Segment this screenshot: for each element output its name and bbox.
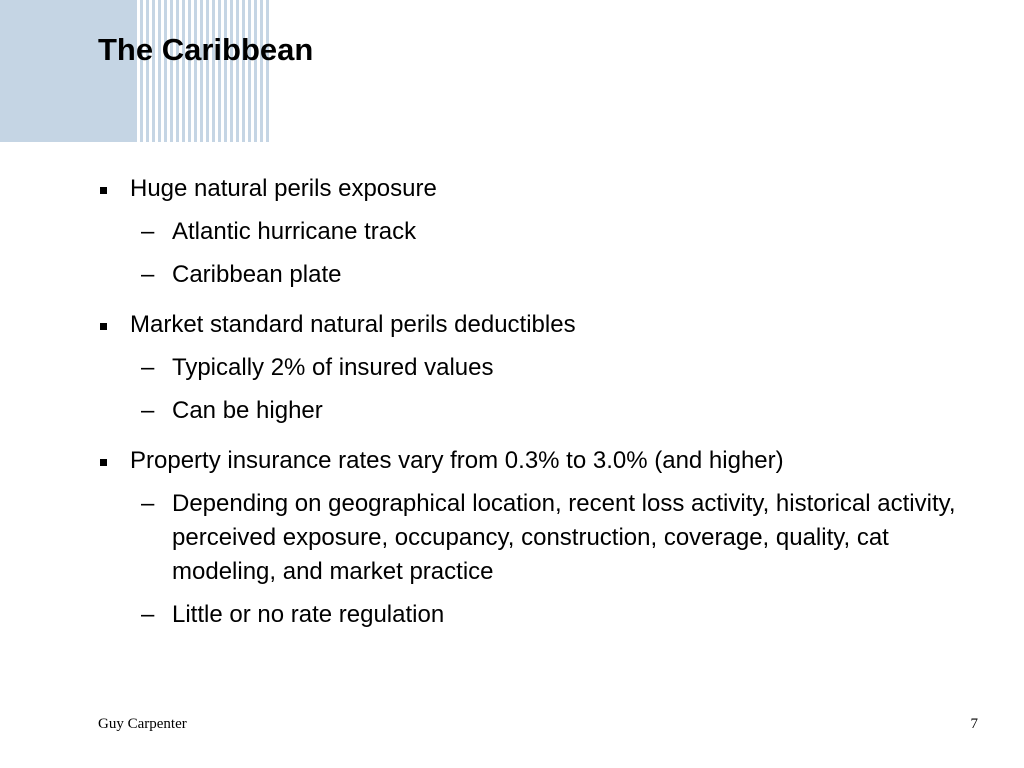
sub-bullet-item: – Atlantic hurricane track	[98, 215, 998, 249]
sub-bullet-text: Can be higher	[172, 397, 323, 424]
sub-bullet-text: Little or no rate regulation	[172, 601, 445, 628]
sub-bullet-item: – Caribbean plate	[98, 258, 998, 292]
bullet-item: Market standard natural perils deductibl…	[98, 308, 998, 342]
sub-bullet-item: – Can be higher	[98, 394, 998, 428]
sub-bullet-item: – Depending on geographical location, re…	[98, 487, 998, 589]
sub-bullet-text: Depending on geographical location, rece…	[172, 490, 956, 585]
page-number: 7	[970, 716, 979, 732]
dash-bullet-icon: –	[141, 261, 155, 288]
bullet-item: Property insurance rates vary from 0.3% …	[98, 444, 998, 478]
sub-bullet-item: – Typically 2% of insured values	[98, 351, 998, 385]
sub-bullet-text: Caribbean plate	[172, 261, 342, 288]
dash-bullet-icon: –	[141, 490, 155, 517]
bullet-item: Huge natural perils exposure	[98, 172, 998, 206]
dash-bullet-icon: –	[141, 397, 155, 424]
decoration-block	[0, 0, 134, 142]
bullet-text: Huge natural perils exposure	[130, 175, 437, 202]
bullet-text: Market standard natural perils deductibl…	[130, 311, 576, 338]
square-bullet-icon	[100, 459, 107, 466]
square-bullet-icon	[100, 187, 107, 194]
dash-bullet-icon: –	[141, 601, 155, 628]
square-bullet-icon	[100, 323, 107, 330]
sub-bullet-text: Atlantic hurricane track	[172, 218, 417, 245]
footer-company: Guy Carpenter	[98, 716, 187, 732]
slide-title: The Caribbean	[98, 32, 314, 67]
sub-bullet-text: Typically 2% of insured values	[172, 354, 494, 381]
dash-bullet-icon: –	[141, 218, 155, 245]
header-decoration	[0, 0, 272, 142]
bullet-text: Property insurance rates vary from 0.3% …	[130, 447, 784, 474]
slide-content: Huge natural perils exposure – Atlantic …	[98, 172, 998, 632]
sub-bullet-item: – Little or no rate regulation	[98, 598, 998, 632]
decoration-stripes	[134, 0, 272, 142]
dash-bullet-icon: –	[141, 354, 155, 381]
